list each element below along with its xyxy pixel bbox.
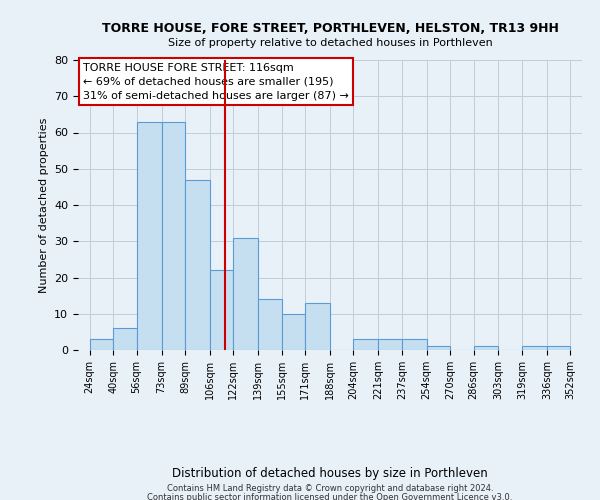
Text: Contains HM Land Registry data © Crown copyright and database right 2024.: Contains HM Land Registry data © Crown c…	[167, 484, 493, 493]
Text: Size of property relative to detached houses in Porthleven: Size of property relative to detached ho…	[167, 38, 493, 48]
Bar	[353, 339, 379, 350]
Bar	[473, 346, 499, 350]
Bar	[137, 122, 161, 350]
Bar	[522, 346, 547, 350]
Text: Contains public sector information licensed under the Open Government Licence v3: Contains public sector information licen…	[148, 493, 512, 500]
Bar	[185, 180, 210, 350]
Bar	[161, 122, 185, 350]
Bar	[233, 238, 258, 350]
Text: TORRE HOUSE FORE STREET: 116sqm
← 69% of detached houses are smaller (195)
31% o: TORRE HOUSE FORE STREET: 116sqm ← 69% of…	[83, 63, 349, 101]
Bar	[379, 339, 402, 350]
Bar	[427, 346, 450, 350]
Bar	[258, 299, 281, 350]
Bar	[305, 303, 330, 350]
Bar	[547, 346, 570, 350]
Y-axis label: Number of detached properties: Number of detached properties	[38, 118, 49, 292]
Bar	[281, 314, 305, 350]
Text: TORRE HOUSE, FORE STREET, PORTHLEVEN, HELSTON, TR13 9HH: TORRE HOUSE, FORE STREET, PORTHLEVEN, HE…	[101, 22, 559, 36]
Bar	[113, 328, 137, 350]
Bar	[90, 339, 113, 350]
Text: Distribution of detached houses by size in Porthleven: Distribution of detached houses by size …	[172, 468, 488, 480]
Bar	[210, 270, 233, 350]
Bar	[402, 339, 427, 350]
